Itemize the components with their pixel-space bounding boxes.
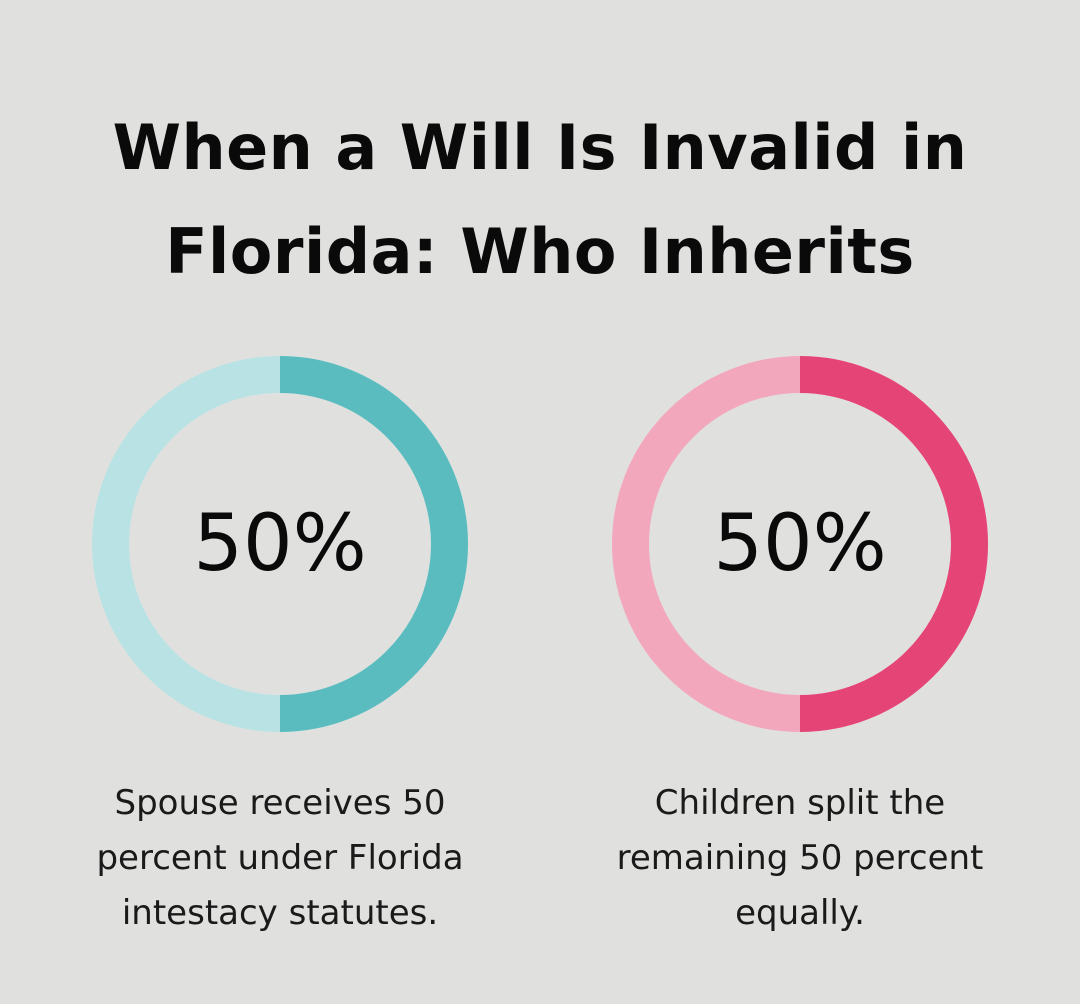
- children-percentage-label: 50%: [713, 499, 886, 589]
- spouse-stat: 50% Spouse receives 50 percent under Flo…: [70, 354, 490, 941]
- children-donut-arc: [799, 356, 988, 732]
- children-caption-line-3: equally.: [735, 893, 865, 933]
- spouse-donut-chart: 50%: [92, 356, 468, 732]
- spouse-percentage-label: 50%: [193, 499, 366, 589]
- spouse-donut-arc: [279, 356, 468, 732]
- children-donut-chart: 50%: [612, 356, 988, 732]
- spouse-caption: Spouse receives 50 percent under Florida…: [70, 776, 490, 941]
- children-caption-line-2: remaining 50 percent: [616, 838, 984, 878]
- spouse-caption-line-2: percent under Florida: [96, 838, 464, 878]
- page-title: When a Will Is Invalid in Florida: Who I…: [40, 96, 1040, 304]
- children-stat: 50% Children split the remaining 50 perc…: [590, 354, 1010, 941]
- title-line-2: Florida: Who Inherits: [165, 215, 915, 288]
- children-caption: Children split the remaining 50 percent …: [590, 776, 1010, 941]
- children-caption-line-1: Children split the: [654, 783, 946, 823]
- spouse-caption-line-1: Spouse receives 50: [114, 783, 446, 823]
- title-line-1: When a Will Is Invalid in: [112, 111, 968, 184]
- spouse-caption-line-3: intestacy statutes.: [121, 893, 439, 933]
